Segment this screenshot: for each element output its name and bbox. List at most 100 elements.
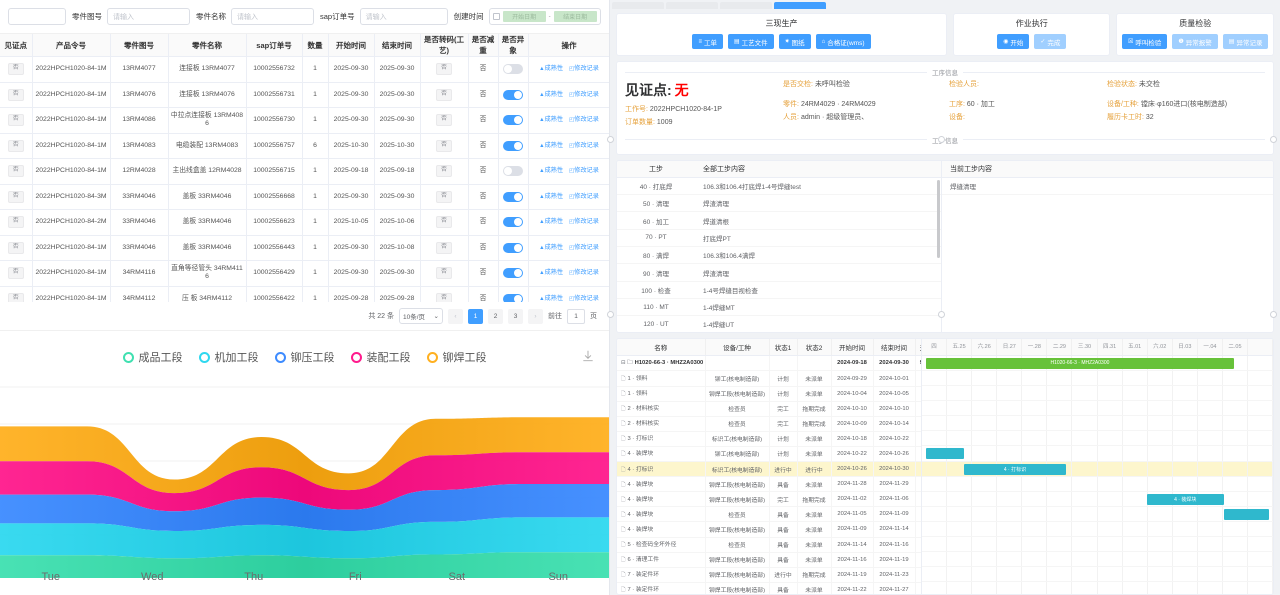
cell-toggle[interactable] — [498, 184, 529, 210]
gantt-bar-row[interactable] — [922, 386, 1273, 402]
file-icon[interactable]: 🗋 — [621, 496, 626, 503]
button-异常报警[interactable]: ❶ 异常报警 — [1172, 34, 1218, 49]
legend-item-2[interactable]: 铆压工段 — [274, 349, 335, 365]
cell-actions[interactable]: ▲成熟性 ◰修改记录 — [528, 260, 609, 287]
gantt-row[interactable]: 🗋 5 · 检查码全坏外径 检查员 具备 未派单 2024-11-14 2024-… — [617, 537, 921, 553]
history-link[interactable]: ◰修改记录 — [568, 141, 599, 149]
gantt-row[interactable]: 🗋 3 · 打标识 标识工(核电制造部) 计划 未派单 2024-10-18 20… — [617, 431, 921, 447]
legend-item-3[interactable]: 装配工段 — [350, 349, 411, 365]
history-link[interactable]: ◰修改记录 — [568, 269, 599, 276]
button-开始[interactable]: ◉ 开始 — [997, 34, 1030, 49]
maturity-link[interactable]: ▲成熟性 — [539, 192, 564, 200]
table-row[interactable]: 否 2022HPCH1020-84-1M 13RM4083 电缆装配 13RM4… — [0, 133, 609, 159]
row-toggle[interactable] — [503, 217, 523, 228]
cell-actions[interactable]: ▲成熟性 ◰修改记录 — [528, 56, 609, 83]
gantt-bar-row[interactable] — [922, 552, 1273, 568]
file-icon[interactable]: 🗋 — [621, 436, 626, 443]
maturity-link[interactable]: ▲成熟性 — [539, 294, 564, 302]
maturity-link[interactable]: ▲成熟性 — [539, 90, 564, 98]
page-prev-button[interactable]: ‹ — [448, 308, 463, 324]
file-icon[interactable]: 🗋 — [621, 406, 626, 413]
resize-handle-center-2[interactable] — [938, 136, 945, 143]
history-link[interactable]: ◰修改记录 — [568, 116, 599, 123]
maturity-link[interactable]: ▲成熟性 — [539, 116, 564, 123]
gantt-bar-row[interactable] — [922, 537, 1273, 553]
gantt-bar-row[interactable]: 4 · 打标识 — [922, 461, 1273, 477]
cell-actions[interactable]: ▲成熟性 ◰修改记录 — [528, 209, 609, 236]
steps-scrollbar[interactable] — [937, 179, 940, 258]
table-row[interactable]: 否 2022HPCH1020-84-3M 33RM4046 盖板 33RM404… — [0, 184, 609, 210]
gantt-bar-row[interactable] — [922, 567, 1273, 583]
gantt-row[interactable]: 🗋 1 · 领料 铆工(核电制造部) 计划 未派单 2024-09-29 2024… — [617, 370, 921, 387]
row-toggle[interactable] — [503, 191, 523, 202]
row-toggle[interactable] — [503, 140, 523, 151]
history-link[interactable]: ◰修改记录 — [568, 243, 599, 251]
table-row[interactable]: 否 2022HPCH1020-84-1M 33RM4046 盖板 33RM404… — [0, 235, 609, 261]
page-next-button[interactable]: › — [528, 308, 543, 324]
step-row[interactable]: 80 · 满焊 106.3和106.4满焊 — [617, 247, 941, 265]
cell-toggle[interactable] — [498, 158, 529, 185]
file-icon[interactable]: 🗋 — [621, 511, 626, 518]
gantt-row[interactable]: 🗋 7 · 装定件环 铆焊工段(核电制造部) 进行中 拖期完成 2024-11-1… — [617, 567, 921, 583]
date-end[interactable]: 结束日期 — [553, 11, 597, 22]
history-link[interactable]: ◰修改记录 — [568, 218, 599, 225]
maturity-link[interactable]: ▲成熟性 — [539, 218, 564, 225]
cell-actions[interactable]: ▲成熟性 ◰修改记录 — [528, 286, 609, 302]
gantt-bar-row[interactable] — [922, 401, 1273, 417]
gantt-bar[interactable] — [1223, 508, 1270, 520]
filter-input-partname[interactable]: 请输入 — [231, 8, 314, 25]
table-row[interactable]: 否 2022HPCH1020-84-1M 34RM4112 压 板 34RM41… — [0, 286, 609, 302]
button-图纸[interactable]: ✷ 图纸 — [778, 34, 811, 49]
filter-input-0[interactable] — [8, 8, 66, 25]
file-icon[interactable]: 🗋 — [621, 466, 626, 473]
gantt-row[interactable]: 🗋 4 · 装焊块 铆焊工段(核电制造部) 完工 拖期完成 2024-11-02 … — [617, 491, 921, 508]
cell-actions[interactable]: ▲成熟性 ◰修改记录 — [528, 184, 609, 210]
legend-item-4[interactable]: 铆焊工段 — [426, 349, 487, 365]
file-icon[interactable]: 🗋 — [621, 542, 626, 549]
table-row[interactable]: 否 2022HPCH1020-84-1M 13RM4086 中拉点连接板 13R… — [0, 107, 609, 134]
file-icon[interactable]: 🗋 — [621, 526, 626, 533]
gantt-row[interactable]: ⊟ 🗀 H1020-66-3 · MHZ2A0300 2024-09-18 202… — [617, 355, 921, 372]
tab-3[interactable] — [720, 2, 772, 9]
file-icon[interactable]: 🗋 — [621, 587, 626, 594]
row-toggle[interactable] — [503, 166, 523, 177]
gantt-row[interactable]: 🗋 4 · 装焊块 检查员 具备 未派单 2024-11-05 2024-11-0… — [617, 506, 921, 523]
table-row[interactable]: 否 2022HPCH1020-84-1M 13RM4076 连接板 13RM40… — [0, 82, 609, 108]
gantt-row[interactable]: 🗋 7 · 装定件环 铆焊工段(核电制造部) 具备 未派单 2024-11-22 … — [617, 582, 921, 594]
resize-handle-right-2[interactable] — [1270, 311, 1277, 318]
button-异常记录[interactable]: ▤ 异常记录 — [1222, 34, 1269, 49]
gantt-bar-row[interactable] — [922, 431, 1273, 447]
file-icon[interactable]: 🗋 — [621, 557, 626, 564]
gantt-bar-row[interactable]: H1020-66-3 · MHZ2A0300 — [922, 355, 1273, 371]
button-合格证(wms)[interactable]: ⌂ 合格证(wms) — [815, 34, 871, 49]
history-link[interactable]: ◰修改记录 — [568, 192, 599, 200]
step-row[interactable]: 40 · 打底焊 106.3和106.4打底焊1-4号焊缝test — [617, 178, 941, 196]
folder-icon[interactable]: ⊟ 🗀 — [621, 359, 633, 366]
gantt-bar[interactable] — [925, 448, 965, 460]
button-工单[interactable]: ≡ 工单 — [692, 34, 723, 49]
maturity-link[interactable]: ▲成熟性 — [539, 141, 564, 149]
cell-toggle[interactable] — [498, 82, 529, 108]
legend-item-0[interactable]: 成品工段 — [122, 349, 183, 365]
table-row[interactable]: 否 2022HPCH1020-84-1M 13RM4077 连接板 13RM40… — [0, 56, 609, 83]
tab-1[interactable] — [612, 2, 664, 9]
date-range-picker[interactable]: 开始日期 - 结束日期 — [488, 8, 601, 25]
step-row[interactable]: 100 · 检查 1-4号焊缝目视检查 — [617, 282, 941, 299]
step-row[interactable]: 60 · 加工 焊道清根 — [617, 212, 941, 230]
step-row[interactable]: 50 · 清理 焊渣清理 — [617, 195, 941, 213]
cell-toggle[interactable] — [498, 107, 529, 134]
gantt-bar-row[interactable] — [922, 446, 1273, 462]
cell-actions[interactable]: ▲成熟性 ◰修改记录 — [528, 235, 609, 261]
row-toggle[interactable] — [503, 268, 523, 279]
row-toggle[interactable] — [503, 115, 523, 126]
gantt-row[interactable]: 🗋 2 · 材料核实 检查员 完工 拖期完成 2024-10-10 2024-10… — [617, 401, 921, 417]
gantt-row[interactable]: 🗋 4 · 装焊块 铆工(核电制造部) 计划 未派单 2024-10-22 202… — [617, 446, 921, 463]
gantt-bar-row[interactable]: 4 · 装焊块 — [922, 491, 1273, 507]
button-完成[interactable]: ✓ 完成 — [1034, 34, 1067, 49]
file-icon[interactable]: 🗋 — [621, 481, 626, 488]
maturity-link[interactable]: ▲成熟性 — [539, 269, 564, 276]
date-start[interactable]: 开始日期 — [502, 11, 546, 22]
gantt-bar-row[interactable] — [922, 370, 1273, 387]
history-link[interactable]: ◰修改记录 — [568, 167, 599, 174]
maturity-link[interactable]: ▲成熟性 — [539, 167, 564, 174]
